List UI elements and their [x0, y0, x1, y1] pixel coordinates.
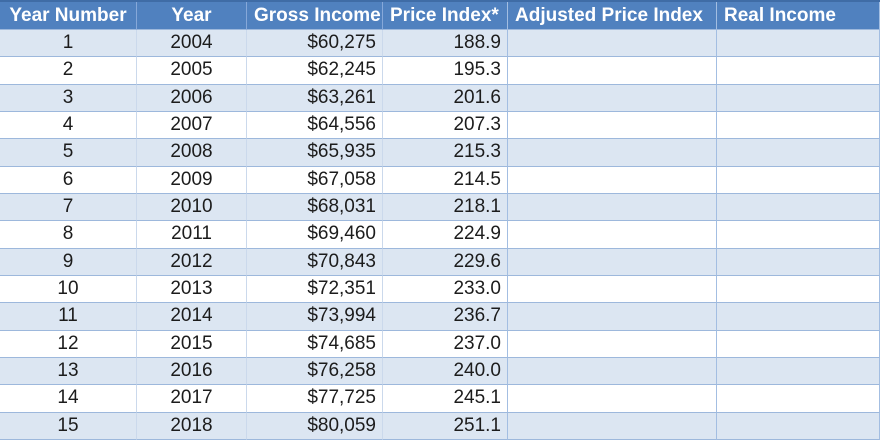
table-cell[interactable]: 2 — [0, 57, 137, 85]
table-cell[interactable]: 2004 — [137, 30, 247, 58]
table-cell[interactable] — [508, 166, 717, 194]
table-cell[interactable]: 2015 — [137, 330, 247, 358]
table-cell[interactable] — [508, 194, 717, 222]
column-header-year-number[interactable]: Year Number — [0, 2, 137, 30]
table-cell[interactable] — [717, 57, 880, 85]
table-cell[interactable] — [508, 385, 717, 413]
table-cell[interactable] — [508, 112, 717, 140]
table-cell[interactable]: $76,258 — [247, 358, 383, 386]
table-cell[interactable] — [508, 330, 717, 358]
table-cell[interactable] — [717, 412, 880, 440]
table-cell[interactable]: $65,935 — [247, 139, 383, 167]
table-cell[interactable]: $64,556 — [247, 112, 383, 140]
table-cell[interactable]: 2008 — [137, 139, 247, 167]
table-cell[interactable] — [508, 248, 717, 276]
table-cell[interactable]: 233.0 — [383, 276, 508, 304]
table-cell[interactable] — [508, 358, 717, 386]
table-cell[interactable]: 2012 — [137, 248, 247, 276]
table-cell[interactable]: 251.1 — [383, 412, 508, 440]
table-cell[interactable]: $67,058 — [247, 166, 383, 194]
table-cell[interactable] — [717, 248, 880, 276]
column-header-price-index[interactable]: Price Index* — [383, 2, 508, 30]
table-cell[interactable]: 2009 — [137, 166, 247, 194]
table-cell[interactable]: 6 — [0, 166, 137, 194]
table-cell[interactable]: 2005 — [137, 57, 247, 85]
table-cell[interactable]: 245.1 — [383, 385, 508, 413]
table-cell[interactable]: 188.9 — [383, 30, 508, 58]
table-cell[interactable]: 10 — [0, 276, 137, 304]
table-cell[interactable]: 214.5 — [383, 166, 508, 194]
column-header-real-income[interactable]: Real Income — [717, 2, 880, 30]
table-cell[interactable]: 218.1 — [383, 194, 508, 222]
table-cell[interactable]: 7 — [0, 194, 137, 222]
table-cell[interactable]: 2007 — [137, 112, 247, 140]
table-cell[interactable]: 3 — [0, 84, 137, 112]
table-cell[interactable] — [508, 57, 717, 85]
table-cell[interactable] — [508, 139, 717, 167]
table-cell[interactable]: 201.6 — [383, 84, 508, 112]
table-cell[interactable]: $72,351 — [247, 276, 383, 304]
table-cell[interactable]: 2011 — [137, 221, 247, 249]
table-cell[interactable]: $60,275 — [247, 30, 383, 58]
table-cell[interactable]: $63,261 — [247, 84, 383, 112]
table-cell[interactable]: 12 — [0, 330, 137, 358]
table-cell[interactable]: $70,843 — [247, 248, 383, 276]
table-cell[interactable]: 236.7 — [383, 303, 508, 331]
table-cell[interactable]: 229.6 — [383, 248, 508, 276]
table-cell[interactable]: 1 — [0, 30, 137, 58]
table-cell[interactable]: 11 — [0, 303, 137, 331]
table-cell[interactable]: 2014 — [137, 303, 247, 331]
table-cell[interactable]: 195.3 — [383, 57, 508, 85]
table-cell[interactable]: 2016 — [137, 358, 247, 386]
column-header-adjusted-price-index[interactable]: Adjusted Price Index — [508, 2, 717, 30]
table-cell[interactable] — [508, 412, 717, 440]
table-cell[interactable] — [508, 221, 717, 249]
table-cell[interactable]: 2017 — [137, 385, 247, 413]
table-cell[interactable]: 15 — [0, 412, 137, 440]
table-cell[interactable] — [717, 139, 880, 167]
table-cell[interactable] — [508, 84, 717, 112]
table-cell[interactable]: 5 — [0, 139, 137, 167]
column-header-gross-income[interactable]: Gross Income — [247, 2, 383, 30]
table-cell[interactable]: 4 — [0, 112, 137, 140]
table-cell[interactable] — [717, 112, 880, 140]
table-cell[interactable]: $69,460 — [247, 221, 383, 249]
table-cell[interactable] — [717, 84, 880, 112]
table-cell[interactable]: 14 — [0, 385, 137, 413]
table-cell[interactable] — [717, 330, 880, 358]
table-cell[interactable]: $80,059 — [247, 412, 383, 440]
table-cell[interactable]: 2010 — [137, 194, 247, 222]
table-cell[interactable] — [717, 194, 880, 222]
table-cell[interactable] — [508, 30, 717, 58]
table-cell[interactable] — [717, 358, 880, 386]
table-cell[interactable]: 13 — [0, 358, 137, 386]
table-cell[interactable]: 2006 — [137, 84, 247, 112]
table-cell[interactable]: $74,685 — [247, 330, 383, 358]
table-cell[interactable]: $77,725 — [247, 385, 383, 413]
table-cell[interactable] — [717, 221, 880, 249]
column-header-year[interactable]: Year — [137, 2, 247, 30]
table-cell[interactable] — [717, 166, 880, 194]
table-cell[interactable]: 215.3 — [383, 139, 508, 167]
table-cell[interactable]: 224.9 — [383, 221, 508, 249]
table-cell[interactable]: $73,994 — [247, 303, 383, 331]
table-cell[interactable] — [508, 303, 717, 331]
table-cell[interactable] — [717, 276, 880, 304]
table-cell[interactable]: 237.0 — [383, 330, 508, 358]
table-cell[interactable]: 2013 — [137, 276, 247, 304]
table-cell[interactable] — [717, 385, 880, 413]
table-cell[interactable]: 2018 — [137, 412, 247, 440]
table-cell[interactable]: 9 — [0, 248, 137, 276]
table-cell[interactable]: $62,245 — [247, 57, 383, 85]
table-cell[interactable]: 8 — [0, 221, 137, 249]
table-cell[interactable] — [508, 276, 717, 304]
table-cell[interactable]: 207.3 — [383, 112, 508, 140]
table-cell[interactable]: $68,031 — [247, 194, 383, 222]
table-cell[interactable]: 240.0 — [383, 358, 508, 386]
table-cell[interactable] — [717, 30, 880, 58]
table-cell[interactable] — [717, 303, 880, 331]
